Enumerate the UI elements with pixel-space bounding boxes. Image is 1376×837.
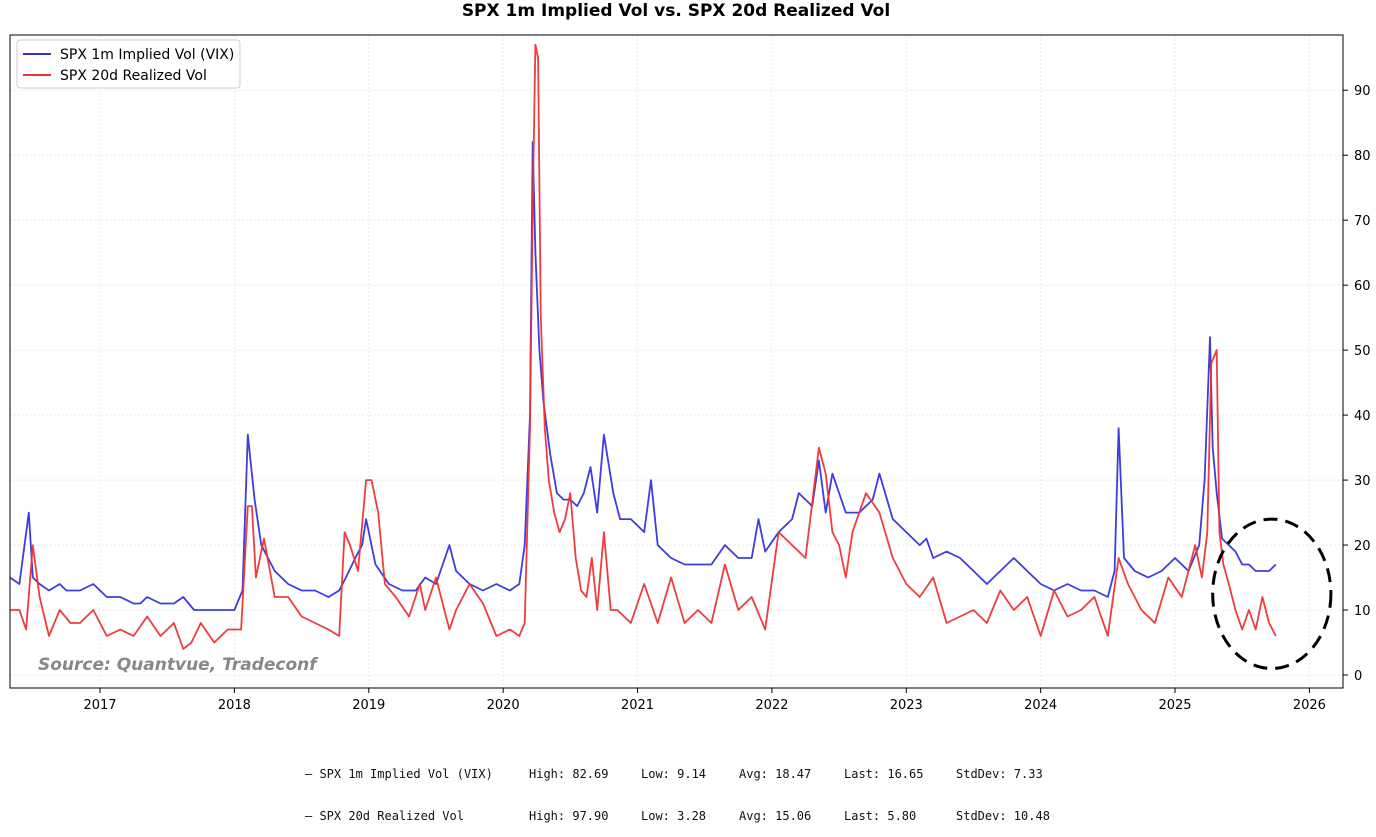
stats-last: Last: 5.80: [844, 809, 917, 823]
x-tick-label: 2017: [83, 698, 116, 713]
stats-last: Last: 16.65: [844, 767, 924, 781]
legend-label-implied: SPX 1m Implied Vol (VIX): [60, 47, 234, 63]
x-tick-label: 2024: [1024, 698, 1057, 713]
source-annotation: Source: Quantvue, Tradeconf: [38, 655, 319, 675]
y-axis: 0 10 20 30 40 50 60 70 80 90: [1343, 84, 1371, 684]
series-realized-vol: [10, 43, 1277, 650]
y-tick-label: 40: [1354, 409, 1371, 424]
x-tick-label: 2019: [352, 698, 385, 713]
stats-high: High: 97.90: [529, 809, 609, 823]
legend-label-realized: SPX 20d Realized Vol: [60, 68, 207, 84]
series-implied-vol: [9, 141, 1277, 611]
stats-row-realized: — SPX 20d Realized Vol High: 97.90 Low: 3.…: [305, 809, 1050, 823]
stats-stddev: StdDev: 7.33: [956, 767, 1043, 781]
grid: [10, 35, 1343, 688]
y-tick-label: 20: [1354, 539, 1371, 554]
x-axis: 2017 2018 2019 2020 2021 2022 2023 2024 2025 2026: [83, 688, 1326, 713]
legend-box: [16, 39, 241, 89]
stats-low: Low: 9.14: [641, 767, 707, 781]
y-tick-label: 70: [1354, 214, 1371, 229]
y-tick-label: 10: [1354, 604, 1371, 619]
plot-frame: [9, 34, 1344, 689]
stats-name: — SPX 20d Realized Vol: [305, 809, 464, 823]
stats-stddev: StdDev: 10.48: [956, 809, 1050, 823]
y-tick-label: 60: [1354, 279, 1371, 294]
series-layer: [9, 43, 1277, 650]
stats-avg: Avg: 15.06: [739, 809, 812, 823]
x-tick-label: 2026: [1293, 698, 1326, 713]
stats-footer: — SPX 1m Implied Vol (VIX) High: 82.69 Low…: [305, 739, 1050, 837]
stats-high: High: 82.69: [529, 767, 609, 781]
y-tick-label: 90: [1354, 84, 1371, 99]
legend: SPX 1m Implied Vol (VIX) SPX 20d Realize…: [16, 39, 241, 89]
x-tick-label: 2020: [487, 698, 520, 713]
x-tick-label: 2021: [621, 698, 654, 713]
chart-title: SPX 1m Implied Vol vs. SPX 20d Realized …: [462, 1, 890, 21]
stats-avg: Avg: 18.47: [739, 767, 812, 781]
y-tick-label: 80: [1354, 149, 1371, 164]
x-tick-label: 2018: [218, 698, 251, 713]
x-tick-label: 2025: [1158, 698, 1191, 713]
x-tick-label: 2023: [890, 698, 923, 713]
y-tick-label: 30: [1354, 474, 1371, 489]
x-tick-label: 2022: [755, 698, 788, 713]
highlight-ellipse: [1211, 517, 1333, 671]
stats-row-implied: — SPX 1m Implied Vol (VIX) High: 82.69 Low…: [305, 767, 1050, 781]
stats-low: Low: 3.28: [641, 809, 707, 823]
y-tick-label: 0: [1354, 669, 1362, 684]
stats-name: — SPX 1m Implied Vol (VIX): [305, 767, 493, 781]
y-tick-label: 50: [1354, 344, 1371, 359]
chart: SPX 1m Implied Vol vs. SPX 20d Realized …: [9, 1, 1371, 713]
